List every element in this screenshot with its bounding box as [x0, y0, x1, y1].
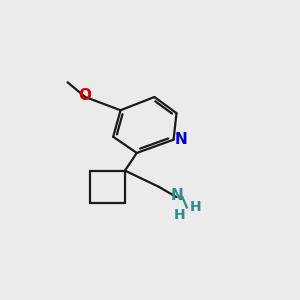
Text: N: N	[175, 132, 187, 147]
Text: O: O	[79, 88, 92, 103]
Text: H: H	[190, 200, 202, 214]
Text: H: H	[174, 208, 185, 222]
Text: N: N	[170, 188, 183, 203]
